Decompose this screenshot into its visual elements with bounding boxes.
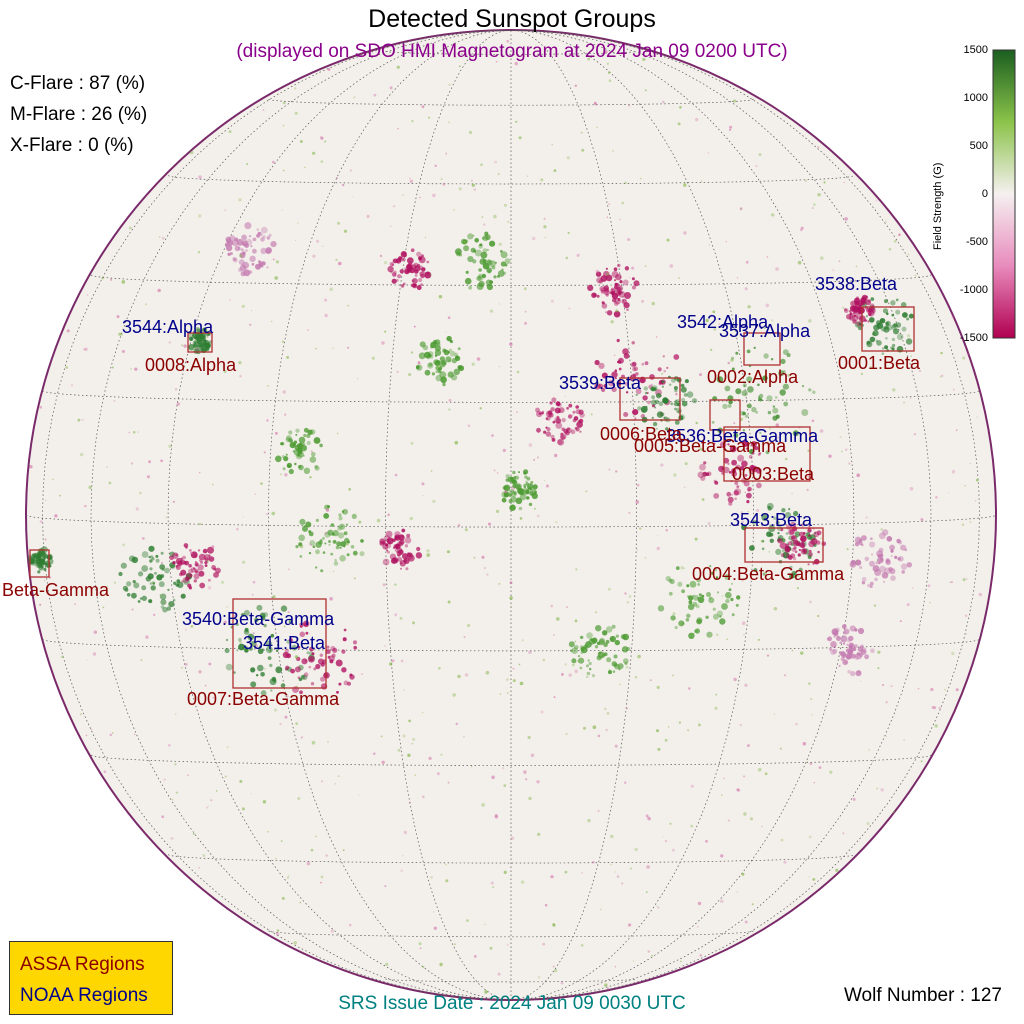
colorbar-tick: -1500 [959,332,988,344]
assa-region-label: 0005:Beta-Gamma [634,436,787,456]
noaa-region-label: 3544:Alpha [122,317,214,337]
assa-region-box [709,399,741,431]
x-flare-probability: X-Flare : 0 (%) [10,135,134,156]
legend-noaa-label: NOAA Regions [20,985,148,1006]
assa-region-box [861,306,915,352]
assa-region-label: 0001:Beta [838,353,921,373]
noaa-region-label: 3536:Beta-Gamma [666,426,819,446]
assa-region-box [744,527,824,563]
srs-issue-date: SRS Issue Date : 2024 Jan 09 0030 UTC [338,993,686,1014]
colorbar-tick: -500 [965,236,988,248]
assa-region-box [232,598,327,689]
region-boxes [29,306,915,689]
colorbar-tick: -1000 [959,284,988,296]
assa-region-label: 0002:Alpha [707,367,799,387]
assa-region-label: 0007:Beta-Gamma [187,689,340,709]
page-subtitle: (displayed on SDO HMI Magnetogram at 202… [236,41,788,62]
assa-region-label: 0008:Alpha [145,355,237,375]
colorbar-title: Field Strength (G) [932,162,944,250]
heliographic-grid [26,30,996,1000]
region-legend [9,941,173,1015]
assa-region-label: 0003:Beta [732,464,815,484]
noaa-region-label: 3541:Beta [243,633,326,653]
noaa-region-label: 3538:Beta [815,274,898,294]
colorbar-tick: 1500 [963,44,988,56]
magnetic-field-regions [27,39,983,994]
assa-region-box [723,426,811,482]
noaa-region-label: 3537:Alpha [719,321,811,341]
legend-assa-label: ASSA Regions [20,954,145,975]
assa-region-box [29,549,50,578]
assa-region-label: 0004:Beta-Gamma [692,564,845,584]
noaa-region-label: 3539:Beta [559,373,642,393]
assa-region-box [619,377,681,421]
noaa-region-label: 3543:Beta [730,510,813,530]
assa-region-box [743,332,781,366]
noaa-region-label: 3540:Beta-Gamma [182,609,335,629]
wolf-number: Wolf Number : 127 [843,985,1002,1006]
c-flare-probability: C-Flare : 87 (%) [10,73,146,94]
assa-region-label: 0006:Beta [600,424,683,444]
colorbar [992,49,1016,339]
noaa-region-label: 3542:Alpha [677,312,769,332]
assa-region-label: Beta-Gamma [2,580,110,600]
page-title: Detected Sunspot Groups [368,5,656,33]
colorbar-tick: 500 [969,140,988,152]
colorbar-tick: 0 [981,188,988,200]
assa-region-box [187,332,213,353]
m-flare-probability: M-Flare : 26 (%) [10,104,148,125]
colorbar-tick: 1000 [963,92,988,104]
